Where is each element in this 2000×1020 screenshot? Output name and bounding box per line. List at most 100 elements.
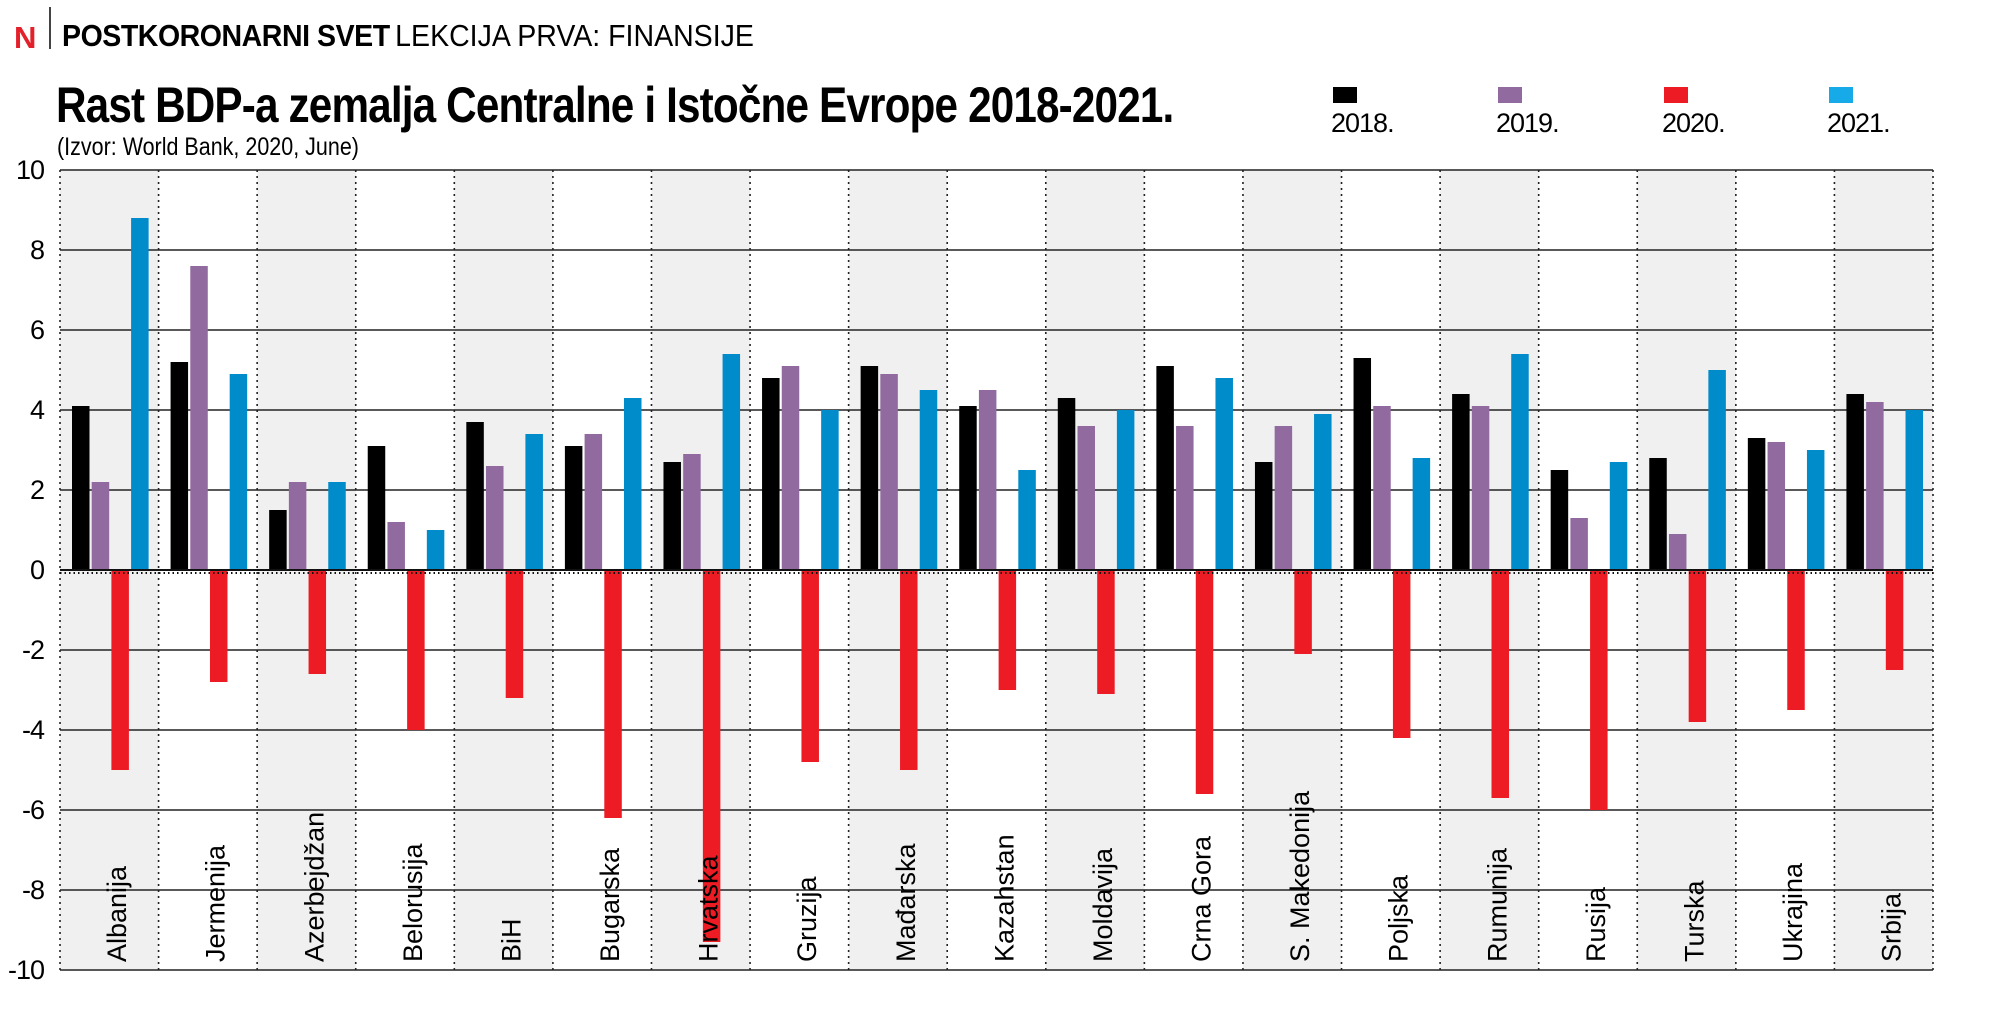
bar-2021-srbija <box>1905 410 1924 570</box>
x-label-ma-arska: Mađarska <box>891 842 921 962</box>
bar-2021-rusija <box>1609 462 1628 570</box>
bar-2021-bih <box>525 434 543 570</box>
legend-swatch-2019 <box>1498 87 1522 103</box>
bar-2018-gruzija <box>762 378 780 570</box>
logo-n: N <box>14 20 36 55</box>
bar-2021-moldavija <box>1116 410 1135 570</box>
bar-2020-belorusija <box>407 570 425 730</box>
legend-label-2018: 2018. <box>1331 108 1395 138</box>
bar-2018-ma-arska <box>860 366 879 570</box>
bar-2020-gruzija <box>801 570 819 762</box>
bar-2021-ukrajina <box>1806 450 1825 570</box>
bar-2021-albanija <box>131 218 149 570</box>
bar-2020-turska <box>1688 570 1707 722</box>
bar-2018-azerbejd-an <box>269 510 287 570</box>
y-tick-label: 0 <box>30 555 44 585</box>
bar-2020-azerbejd-an <box>308 570 327 674</box>
bar-2020-srbija <box>1885 570 1904 670</box>
bar-2018-hrvatska <box>663 462 681 570</box>
chart-title: Rast BDP-a zemalja Centralne i Istočne E… <box>56 77 1174 133</box>
bar-2021-belorusija <box>426 530 445 570</box>
legend-item-2018: 2018. <box>1331 86 1431 146</box>
x-label-gruzija: Gruzija <box>792 875 822 962</box>
bar-2019-moldavija <box>1077 426 1095 570</box>
bar-2021-bugarska <box>623 398 642 570</box>
bar-2021-crna-gora <box>1215 378 1233 570</box>
y-tick-label: -4 <box>22 715 45 745</box>
legend-label-2019: 2019. <box>1496 108 1560 138</box>
legend-swatch-2020 <box>1664 87 1688 103</box>
y-tick-label: 4 <box>30 395 45 425</box>
x-label-hrvatska: Hrvatska <box>694 854 724 962</box>
bar-2019-albanija <box>91 482 110 570</box>
y-tick-label: 6 <box>30 315 44 345</box>
bar-2018-rusija <box>1550 470 1569 570</box>
bar-2020-crna-gora <box>1195 570 1214 794</box>
legend-item-2021: 2021. <box>1827 86 1927 146</box>
bar-2020-jermenija <box>209 570 228 682</box>
bar-2019-azerbejd-an <box>288 482 307 570</box>
bar-2019-hrvatska <box>683 454 701 570</box>
bar-2021-azerbejd-an <box>328 482 346 570</box>
x-label-turska: Turska <box>1679 880 1709 962</box>
bar-2019-rumunija <box>1471 406 1490 570</box>
bar-2018-rumunija <box>1452 394 1470 570</box>
bar-2018-kazahstan <box>959 406 977 570</box>
x-label-kazahstan: Kazahstan <box>989 834 1019 962</box>
x-label-azerbejd-an: Azerbejdžan <box>299 812 329 962</box>
bar-2021-jermenija <box>229 374 248 570</box>
legend-item-2019: 2019. <box>1496 86 1596 146</box>
bar-2021-rumunija <box>1511 354 1529 570</box>
bar-2020-hrvatska <box>702 570 721 942</box>
bar-2020-albanija <box>111 570 129 770</box>
bar-2019-rusija <box>1570 518 1588 570</box>
bar-2019-turska <box>1668 534 1687 570</box>
bar-2018-belorusija <box>367 446 386 570</box>
bar-2018-crna-gora <box>1156 366 1174 570</box>
x-label-rusija: Rusija <box>1581 886 1611 962</box>
y-tick-label: 2 <box>30 475 44 505</box>
bar-2021-kazahstan <box>1018 470 1036 570</box>
y-tick-label: -6 <box>22 795 44 825</box>
bar-2020-bugarska <box>604 570 622 818</box>
bar-2021-gruzija <box>821 410 839 570</box>
legend-item-2020: 2020. <box>1662 86 1762 146</box>
bar-2019-poljska <box>1373 406 1391 570</box>
header-line: POSTKORONARNI SVET LEKCIJA PRVA: FINANSIJ… <box>62 18 754 54</box>
bar-2019-belorusija <box>387 522 405 570</box>
bar-2020-bih <box>505 570 524 698</box>
x-label-ukrajina: Ukrajina <box>1778 862 1808 962</box>
zero-axis <box>60 569 1933 574</box>
bar-2020-rumunija <box>1491 570 1510 798</box>
series-title: POSTKORONARNI SVET <box>62 18 390 53</box>
bar-2018-bih <box>466 422 484 570</box>
bar-2018-ukrajina <box>1747 438 1766 570</box>
legend-label-2020: 2020. <box>1662 108 1726 138</box>
gridlines <box>59 169 1934 971</box>
x-axis-labels: Albanija Jermenija Azerbejdžan Belorusija Bi… <box>102 790 1906 962</box>
bar-2018-turska <box>1649 458 1667 570</box>
y-tick-label: -2 <box>22 635 44 665</box>
bar-2019-srbija <box>1866 402 1884 570</box>
y-tick-label: 10 <box>16 155 44 185</box>
x-label-moldavija: Moldavija <box>1088 847 1118 962</box>
bar-2021-s-makedonija <box>1314 414 1332 570</box>
bar-2018-bugarska <box>564 446 583 570</box>
x-label-crna-gora: Crna Gora <box>1187 835 1217 962</box>
chart-source: (Izvor: World Bank, 2020, June) <box>57 133 359 161</box>
bar-2020-poljska <box>1392 570 1411 738</box>
bar-2019-ukrajina <box>1767 442 1786 570</box>
legend-swatch-2021 <box>1829 87 1853 103</box>
bar-2021-poljska <box>1412 458 1431 570</box>
y-axis-ticks: 10 8 6 4 2 0 -2 -4 -6 -8 -10 <box>8 155 46 985</box>
bar-2021-ma-arska <box>919 390 938 570</box>
bar-2018-moldavija <box>1057 398 1076 570</box>
y-tick-label: -8 <box>22 875 44 905</box>
bar-2019-bih <box>486 466 504 570</box>
x-label-bih: BiH <box>496 918 526 962</box>
bar-2019-crna-gora <box>1176 426 1194 570</box>
bar-2018-jermenija <box>170 362 189 570</box>
bar-2020-kazahstan <box>998 570 1017 690</box>
bar-2019-bugarska <box>584 434 603 570</box>
